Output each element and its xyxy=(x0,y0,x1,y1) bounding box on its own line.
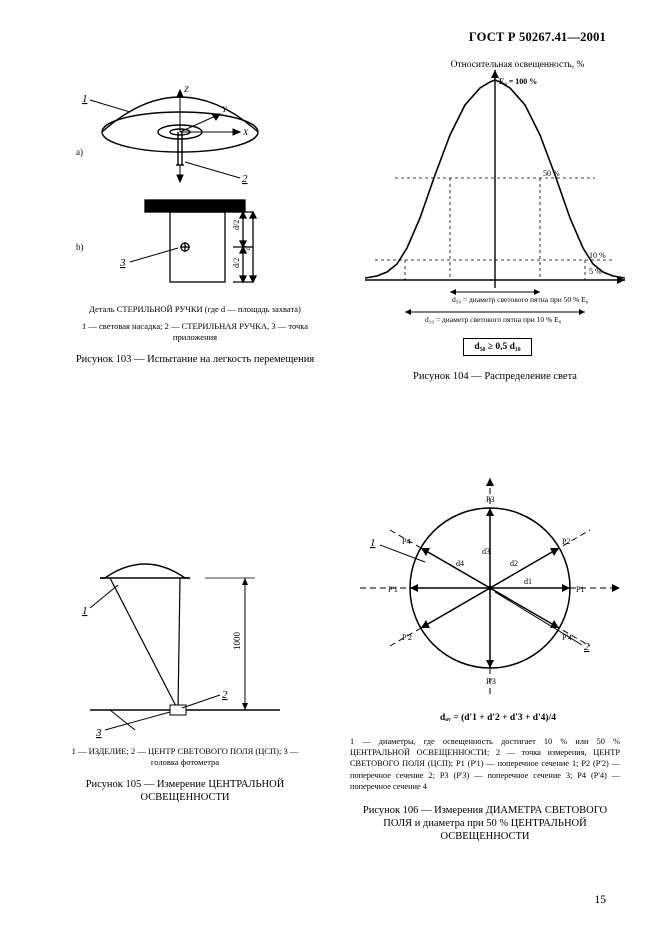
lbl-P1p: P'1 xyxy=(388,585,398,594)
page: ГОСТ Р 50267.41—2001 15 xyxy=(0,0,661,936)
panel-b-label: b) xyxy=(76,242,84,252)
callout-105-3: 3 xyxy=(95,727,102,739)
document-header: ГОСТ Р 50267.41—2001 xyxy=(469,30,606,45)
dim-1000: 1000 xyxy=(232,632,242,651)
figure-103: X Y Z 1 2 a) xyxy=(70,70,340,366)
figure-104-svg: E₀ = 100 % 50 % 10 % 5 % d₅₀ = диаметр с… xyxy=(365,70,625,330)
fig103-legend2: 1 — световая насадка; 2 — СТЕРИЛЬНАЯ РУЧ… xyxy=(70,321,320,343)
lbl-P3p: P'3 xyxy=(486,677,496,686)
tick50: 50 % xyxy=(543,169,560,178)
callout-2a: 2 xyxy=(242,173,248,185)
callout-106-1: 1 xyxy=(370,537,376,549)
callout-106-2: 2 xyxy=(584,641,590,653)
d50-label: d₅₀ = диаметр светового пятна при 50 % E… xyxy=(452,295,589,304)
callout-105-2: 2 xyxy=(222,689,228,701)
figure-105-svg: 1000 1 2 3 xyxy=(70,550,300,740)
lbl-P4l: P4 xyxy=(402,537,410,546)
fig104-ytitle: Относительная освещенность, % xyxy=(365,60,630,70)
callout-3b: 3 xyxy=(119,257,126,269)
page-number: 15 xyxy=(595,894,607,906)
dim-d2-top: d/2 xyxy=(232,220,241,230)
figure-106-svg: P1 P'1 P3 P'3 P2 P'2 P4 P'4 d1 d2 d3 d4 … xyxy=(350,470,630,730)
fig105-legend: 1 — ИЗДЕЛИЕ; 2 — ЦЕНТР СВЕТОВОГО ПОЛЯ (Ц… xyxy=(70,746,300,768)
fig106-caption: Рисунок 106 — Измерения ДИАМЕТРА СВЕТОВО… xyxy=(350,804,620,843)
fig105-caption: Рисунок 105 — Измерение ЦЕНТРАЛЬНОЙ ОСВЕ… xyxy=(70,778,300,804)
fig106-legend: 1 — диаметры, где освещенность достигает… xyxy=(350,736,620,792)
lbl-d2: d2 xyxy=(510,559,518,568)
panel-a-label: a) xyxy=(76,147,83,157)
tick10: 10 % xyxy=(589,251,606,260)
figure-104: Относительная освещенность, % E₀ = 100 %… xyxy=(365,60,630,383)
lbl-d4: d4 xyxy=(456,559,464,568)
figure-106: P1 P'1 P3 P'3 P2 P'2 P4 P'4 d1 d2 d3 d4 … xyxy=(350,470,630,843)
callout-1a: 1 xyxy=(82,93,88,105)
d10-label: d₁₀ = диаметр светового пятна при 10 % E… xyxy=(425,315,562,324)
tick5: 5 % xyxy=(589,267,602,276)
lbl-P2r: P2 xyxy=(562,537,570,546)
axis-x: X xyxy=(242,127,249,137)
figure-105: 1000 1 2 3 1 — ИЗДЕЛИЕ; 2 — ЦЕНТР СВЕТОВ… xyxy=(70,550,325,804)
lbl-P2p: P'2 xyxy=(402,633,412,642)
figure-103-svg: X Y Z 1 2 a) xyxy=(70,70,320,300)
fig103-legend1: Деталь СТЕРИЛЬНОЙ РУЧКИ (где d — площадь… xyxy=(70,304,320,315)
fig104-formula-box: d₅₀ ≥ 0,5 d₁₀ xyxy=(463,338,531,356)
lbl-P3t: P3 xyxy=(486,495,494,504)
fig106-formula: dₐᵥ = (d'1 + d'2 + d'3 + d'4)/4 xyxy=(440,712,556,723)
ec-label: E₀ = 100 % xyxy=(499,77,537,86)
lbl-d1: d1 xyxy=(524,577,532,586)
axis-z: Z xyxy=(184,84,189,94)
dim-d2-bot: d/2 xyxy=(232,258,241,268)
fig104-caption: Рисунок 104 — Распределение света xyxy=(365,370,625,383)
fig103-caption: Рисунок 103 — Испытание на легкость пере… xyxy=(70,353,320,366)
callout-105-1: 1 xyxy=(82,605,88,617)
lbl-d3: d3 xyxy=(482,547,490,556)
lbl-P1: P1 xyxy=(576,585,584,594)
